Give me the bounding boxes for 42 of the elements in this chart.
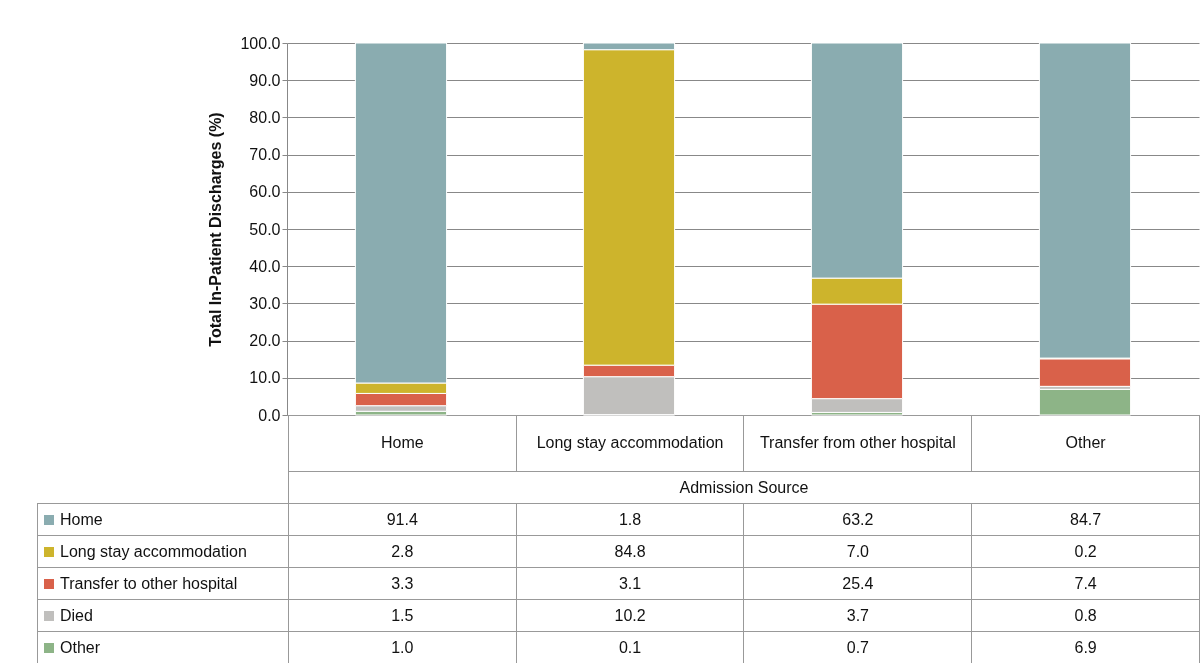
data-label: 0.1 xyxy=(516,631,744,663)
data-label: 2.8 xyxy=(288,535,517,568)
y-tick-label: 80.0 xyxy=(249,108,281,126)
data-label: 91.4 xyxy=(288,503,517,536)
data-label: 3.7 xyxy=(743,599,972,632)
data-label: 3.1 xyxy=(516,567,744,600)
data-label: 1.8 xyxy=(516,503,744,536)
data-label: 6.9 xyxy=(971,631,1200,663)
x-tick-label: Long stay accommodation xyxy=(516,415,744,472)
y-tick-label: 50.0 xyxy=(249,220,281,238)
data-label: 0.7 xyxy=(743,631,972,663)
data-label: 84.7 xyxy=(971,503,1200,536)
y-tick-label: 10.0 xyxy=(249,369,281,387)
legend-label: Died xyxy=(37,599,289,632)
y-tick-label: 70.0 xyxy=(249,146,281,164)
x-tick-label: Transfer from other hospital xyxy=(743,415,972,472)
y-tick-label: 100.0 xyxy=(240,34,281,52)
data-label: 3.3 xyxy=(288,567,517,600)
x-tick-label: Home xyxy=(288,415,517,472)
data-label: 1.5 xyxy=(288,599,517,632)
legend-label: Home xyxy=(37,503,289,536)
legend-label: Long stay accommodation xyxy=(37,535,289,568)
y-tick-label: 60.0 xyxy=(249,183,281,201)
y-tick-label: 20.0 xyxy=(249,332,281,350)
data-label: 10.2 xyxy=(516,599,744,632)
y-tick-label: 0.0 xyxy=(258,406,281,424)
data-label: 25.4 xyxy=(743,567,972,600)
data-label: 63.2 xyxy=(743,503,972,536)
legend-label: Other xyxy=(37,631,289,663)
y-tick-label: 30.0 xyxy=(249,294,281,312)
x-axis-title: Admission Source xyxy=(288,471,1200,504)
y-tick-label: 90.0 xyxy=(249,71,281,89)
y-tick-label: 40.0 xyxy=(249,257,281,275)
data-label: 0.8 xyxy=(971,599,1200,632)
data-label: 7.0 xyxy=(743,535,972,568)
data-label: 7.4 xyxy=(971,567,1200,600)
x-tick-label: Other xyxy=(971,415,1200,472)
data-label: 1.0 xyxy=(288,631,517,663)
legend-label: Transfer to other hospital xyxy=(37,567,289,600)
data-label: 0.2 xyxy=(971,535,1200,568)
y-axis-title: Total In-Patient Discharges (%) xyxy=(207,112,225,347)
data-label: 84.8 xyxy=(516,535,744,568)
